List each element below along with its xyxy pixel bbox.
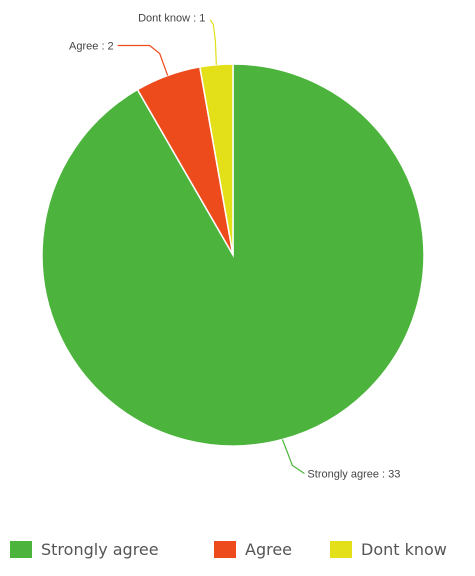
data-label-dont-know: Dont know : 1 <box>138 13 205 25</box>
legend-item-dont-know[interactable]: Dont know <box>330 540 447 559</box>
pie-chart: Strongly agree : 33 Agree : 2 Dont know … <box>41 13 425 480</box>
data-label-connectors <box>117 19 305 474</box>
legend-swatch-strongly-agree <box>10 541 32 558</box>
connector-strongly-agree <box>281 439 305 474</box>
legend-swatch-agree <box>214 541 236 558</box>
legend-item-strongly-agree[interactable]: Strongly agree <box>10 540 159 559</box>
pie-slices <box>41 63 425 447</box>
legend-label-strongly-agree: Strongly agree <box>41 540 159 559</box>
connector-agree <box>117 44 169 76</box>
legend-label-dont-know: Dont know <box>361 540 447 559</box>
connector-dont-know <box>209 19 217 65</box>
legend-swatch-dont-know <box>330 541 352 558</box>
chart-legend: Strongly agree Agree Dont know <box>0 540 475 570</box>
legend-item-agree[interactable]: Agree <box>214 540 292 559</box>
data-label-agree: Agree : 2 <box>69 41 114 53</box>
legend-label-agree: Agree <box>245 540 293 559</box>
data-label-strongly-agree: Strongly agree : 33 <box>307 468 400 480</box>
